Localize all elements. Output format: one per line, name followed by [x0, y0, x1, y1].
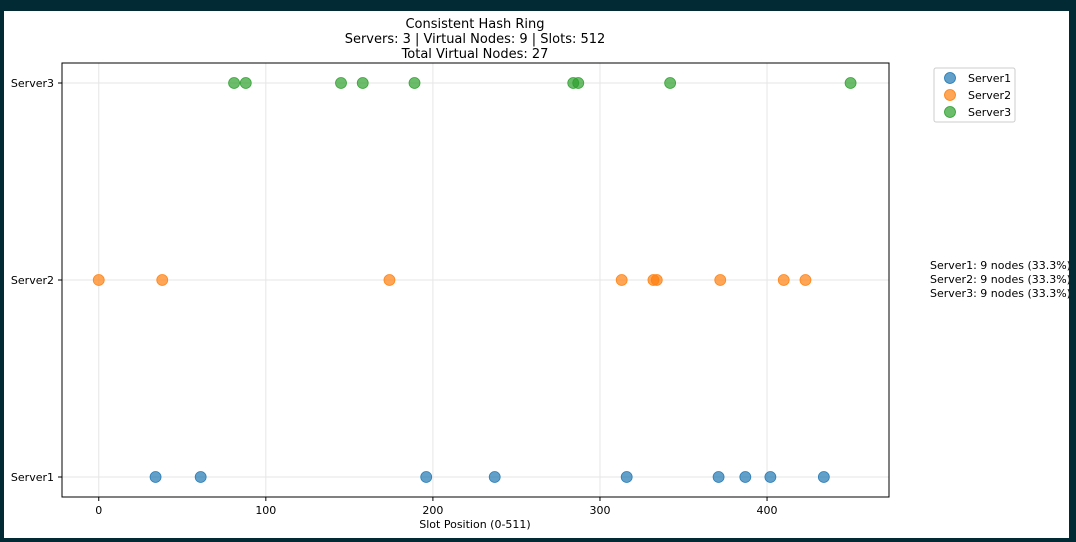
- legend-label: Server1: [968, 72, 1011, 85]
- legend-marker: [944, 106, 956, 118]
- x-tick-label: 200: [422, 504, 443, 517]
- x-tick-label: 100: [255, 504, 276, 517]
- data-point: [383, 274, 396, 286]
- data-point: [664, 77, 677, 89]
- data-point: [335, 77, 347, 89]
- data-point: [764, 471, 777, 483]
- data-point: [408, 77, 421, 89]
- x-axis: 0 100 200 300 400: [95, 497, 778, 517]
- data-point: [156, 274, 169, 286]
- legend-label: Server2: [968, 89, 1011, 102]
- data-point: [92, 274, 105, 286]
- data-point: [149, 471, 162, 483]
- x-tick-label: 300: [589, 504, 610, 517]
- scatter-chart: Consistent Hash Ring Servers: 3 | Virtua…: [11, 17, 1069, 531]
- y-tick-label: Server2: [11, 274, 54, 287]
- legend-label: Server3: [968, 106, 1011, 119]
- legend-marker: [944, 72, 956, 84]
- data-point: [817, 471, 830, 483]
- x-tick-label: 0: [95, 504, 102, 517]
- y-tick-label: Server3: [11, 77, 54, 90]
- chart-figure: Consistent Hash Ring Servers: 3 | Virtua…: [4, 11, 1069, 538]
- chart-subtitle-line-2: Total Virtual Nodes: 27: [401, 47, 549, 62]
- data-point: [714, 274, 727, 286]
- series-server2: [92, 274, 812, 286]
- legend: Server1 Server2 Server3: [933, 67, 1016, 123]
- server-stats-annotation: Server1: 9 nodes (33.3%)Server2: 9 nodes…: [930, 259, 1069, 300]
- legend-marker: [944, 89, 956, 101]
- data-point: [844, 77, 857, 89]
- series-server3: [228, 77, 857, 89]
- annotation-line: Server3: 9 nodes (33.3%): [930, 287, 1069, 300]
- chart-subtitle-line-1: Servers: 3 | Virtual Nodes: 9 | Slots: 5…: [345, 32, 606, 47]
- data-point: [194, 471, 207, 483]
- series-server1: [149, 471, 830, 483]
- data-point: [239, 77, 252, 89]
- data-point: [799, 274, 812, 286]
- data-point: [356, 77, 369, 89]
- data-point: [572, 77, 585, 89]
- data-point: [615, 274, 628, 286]
- chart-title: Consistent Hash Ring: [405, 17, 544, 32]
- data-point: [650, 274, 663, 286]
- data-point: [739, 471, 752, 483]
- annotation-line: Server2: 9 nodes (33.3%): [930, 273, 1069, 286]
- data-point: [488, 471, 501, 483]
- data-point: [620, 471, 633, 483]
- grid: [62, 63, 889, 497]
- y-tick-label: Server1: [11, 471, 54, 484]
- x-tick-label: 400: [757, 504, 778, 517]
- x-axis-label: Slot Position (0-511): [419, 518, 530, 531]
- data-point: [777, 274, 790, 286]
- data-point: [420, 471, 433, 483]
- data-point: [712, 471, 725, 483]
- data-point: [228, 77, 240, 89]
- data-points: [92, 77, 857, 483]
- y-axis: Server1 Server2 Server3: [11, 77, 62, 484]
- annotation-line: Server1: 9 nodes (33.3%): [930, 259, 1069, 272]
